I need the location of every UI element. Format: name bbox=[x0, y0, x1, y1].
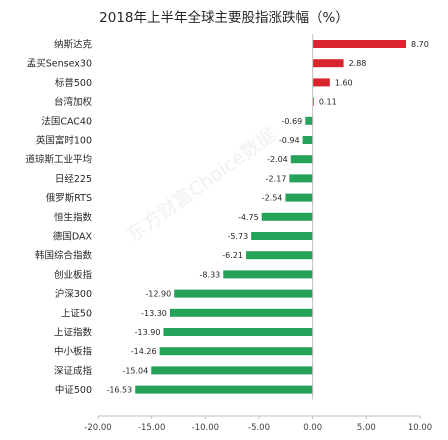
bar bbox=[289, 174, 313, 183]
data-label: -2.17 bbox=[266, 174, 287, 183]
data-label: -0.94 bbox=[279, 136, 300, 145]
category-label: 台湾加权 bbox=[54, 96, 93, 108]
data-label: -12.90 bbox=[145, 290, 171, 299]
bar bbox=[135, 385, 313, 394]
bar bbox=[302, 136, 313, 144]
x-tick-label: 0.00 bbox=[303, 423, 322, 433]
bar bbox=[246, 251, 313, 260]
data-label: -4.75 bbox=[238, 213, 259, 222]
category-label: 英国富时100 bbox=[36, 135, 92, 147]
bar bbox=[285, 193, 313, 202]
bar bbox=[251, 232, 313, 240]
x-tick-label: 10.00 bbox=[408, 423, 432, 433]
bar bbox=[163, 328, 313, 336]
bar bbox=[312, 97, 314, 106]
bar bbox=[312, 59, 344, 68]
x-tick-label: 5.00 bbox=[357, 423, 376, 433]
bar bbox=[159, 347, 313, 356]
data-label: -6.21 bbox=[222, 251, 243, 260]
category-label: 中证500 bbox=[55, 384, 92, 396]
category-label: 俄罗斯RTS bbox=[46, 192, 92, 204]
category-label: 孟买Sensex30 bbox=[27, 59, 92, 70]
category-label: 德国DAX bbox=[53, 231, 93, 243]
bar bbox=[312, 40, 407, 48]
bar bbox=[261, 212, 313, 221]
data-label: 0.11 bbox=[319, 98, 337, 107]
bars-layer bbox=[135, 40, 407, 394]
x-tick-label: -10.00 bbox=[192, 423, 219, 433]
data-label: -8.33 bbox=[200, 270, 221, 279]
x-tick-label: -5.00 bbox=[248, 423, 270, 433]
data-label: -13.90 bbox=[135, 328, 161, 337]
x-tick-label: -15.00 bbox=[138, 423, 165, 433]
x-axis: -20.00 -15.00 -10.00 -5.00 0.00 5.00 10.00 bbox=[84, 415, 432, 433]
data-label: -14.26 bbox=[131, 347, 157, 356]
data-label: -2.54 bbox=[262, 194, 283, 203]
category-label: 上证指数 bbox=[54, 327, 93, 339]
category-label: 法国CAC40 bbox=[41, 115, 92, 127]
category-label: 标普500 bbox=[55, 77, 92, 89]
watermark-text: 东方财富Choice数据 bbox=[123, 124, 280, 247]
category-label: 纳斯达克 bbox=[54, 39, 93, 51]
data-label: -2.04 bbox=[267, 155, 288, 164]
data-label: 2.88 bbox=[349, 59, 367, 68]
category-label: 道琼斯工业平均 bbox=[25, 154, 92, 166]
bar bbox=[290, 155, 313, 164]
data-label: 8.70 bbox=[411, 40, 429, 49]
category-label: 韩国综合指数 bbox=[35, 250, 93, 262]
category-label: 沪深300 bbox=[55, 288, 92, 300]
data-label: -13.30 bbox=[141, 309, 167, 318]
data-label: -16.53 bbox=[106, 386, 132, 395]
category-label: 上证50 bbox=[61, 308, 92, 319]
value-labels: 8.70 2.88 1.60 0.11 -0.69 -0.94 -2.04 -2.17 -2.5… bbox=[106, 40, 428, 395]
data-label: 1.60 bbox=[335, 78, 353, 87]
category-label: 中小板指 bbox=[54, 346, 93, 358]
bar bbox=[151, 366, 313, 375]
bar bbox=[169, 308, 313, 317]
category-label: 日经225 bbox=[55, 173, 92, 185]
category-label: 恒生指数 bbox=[54, 211, 93, 223]
data-label: -5.73 bbox=[227, 232, 248, 241]
bar bbox=[223, 270, 313, 279]
data-label: -15.04 bbox=[122, 366, 148, 375]
x-tick-label: -20.00 bbox=[84, 423, 111, 433]
bar bbox=[174, 289, 313, 298]
category-label: 创业板指 bbox=[54, 269, 93, 281]
category-label: 深证成指 bbox=[54, 365, 93, 377]
data-label: -0.69 bbox=[282, 117, 303, 126]
chart-title: 2018年上半年全球主要股指涨跌幅（%） bbox=[99, 9, 349, 26]
bar bbox=[305, 116, 313, 125]
bar bbox=[312, 78, 330, 87]
